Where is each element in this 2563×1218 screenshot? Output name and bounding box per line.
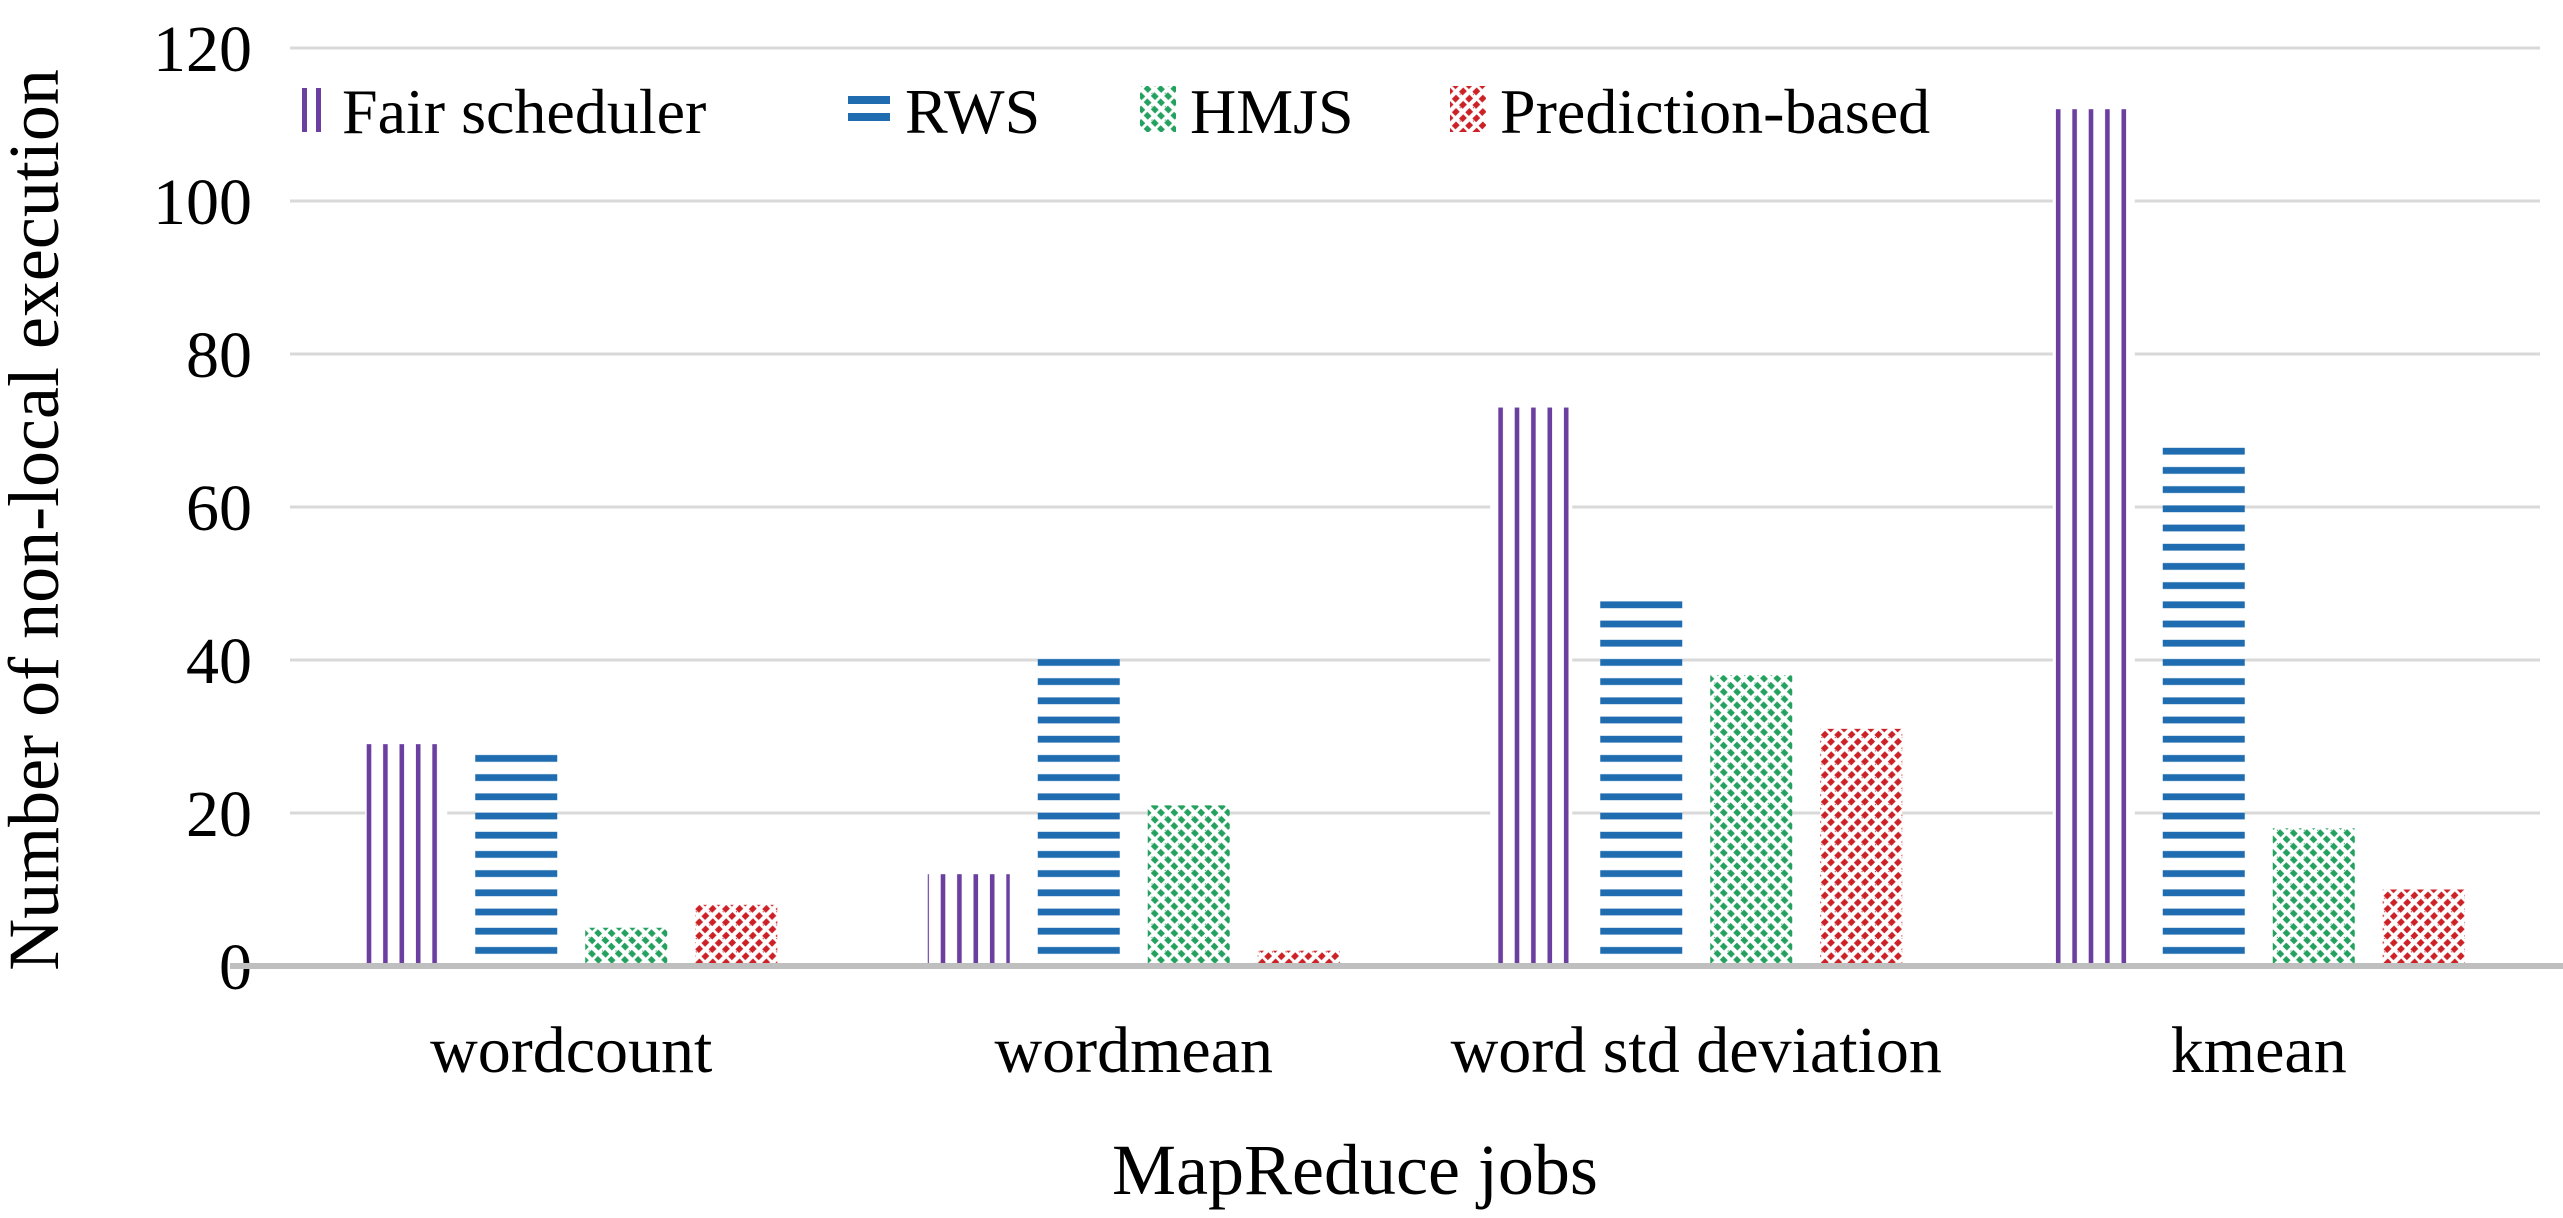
legend-label-hmjs: HMJS xyxy=(1190,76,1354,147)
y-tick-label-60: 60 xyxy=(186,472,252,545)
bar-fair-scheduler-wordmean xyxy=(927,874,1010,966)
legend-label-rws: RWS xyxy=(905,76,1040,147)
legend: Fair scheduler RWS HMJS Prediction-based xyxy=(302,76,1930,147)
bar-rws-word-std-deviation xyxy=(1600,591,1683,966)
legend-swatch-prediction-based xyxy=(1450,86,1486,132)
y-tick-label-100: 100 xyxy=(153,166,252,239)
category-label-wordmean: wordmean xyxy=(994,1014,1273,1087)
bar-hmjs-kmean xyxy=(2272,828,2355,966)
legend-swatch-fair-scheduler xyxy=(302,88,321,132)
bar-rws-wordmean xyxy=(1037,652,1120,966)
legend-label-prediction-based: Prediction-based xyxy=(1500,76,1930,147)
category-label-word-std-deviation: word std deviation xyxy=(1451,1014,1942,1087)
y-tick-label-20: 20 xyxy=(186,778,252,851)
category-label-wordcount: wordcount xyxy=(430,1014,712,1087)
legend-swatch-rws xyxy=(848,96,890,121)
bar-hmjs-wordcount xyxy=(585,927,668,966)
bar-hmjs-wordmean xyxy=(1147,805,1230,966)
bar-rws-kmean xyxy=(2162,438,2245,966)
bar-prediction-based-wordmean xyxy=(1257,950,1340,966)
y-tick-label-80: 80 xyxy=(186,319,252,392)
y-tick-label-40: 40 xyxy=(186,625,252,698)
bar-fair-scheduler-wordcount xyxy=(365,744,448,966)
bar-rws-wordcount xyxy=(475,751,558,966)
bar-fair-scheduler-word-std-deviation xyxy=(1490,407,1573,966)
legend-swatch-hmjs xyxy=(1140,86,1176,132)
bar-prediction-based-wordcount xyxy=(695,904,778,966)
legend-label-fair-scheduler: Fair scheduler xyxy=(342,76,706,147)
x-axis-title: MapReduce jobs xyxy=(1112,1130,1598,1210)
y-tick-label-120: 120 xyxy=(153,13,252,86)
bar-prediction-based-word-std-deviation xyxy=(1820,728,1903,966)
y-axis-title: Number of non-local execution xyxy=(0,69,74,971)
bar-prediction-based-kmean xyxy=(2382,889,2465,966)
category-label-kmean: kmean xyxy=(2171,1014,2347,1087)
bar-hmjs-word-std-deviation xyxy=(1710,675,1793,966)
bar-fair-scheduler-kmean xyxy=(2052,109,2135,966)
